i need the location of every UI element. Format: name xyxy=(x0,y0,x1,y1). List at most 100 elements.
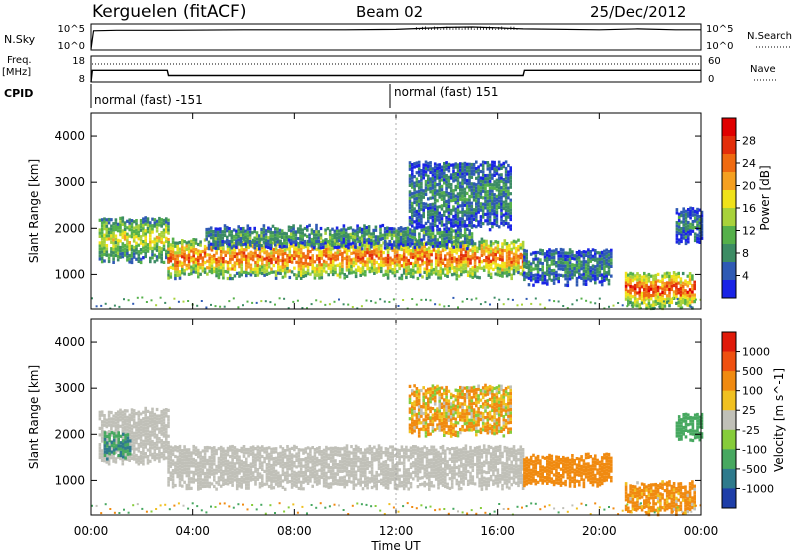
echo-cell xyxy=(283,461,287,466)
echo-cell xyxy=(587,277,590,281)
echo-cell xyxy=(497,186,501,190)
echo-cell xyxy=(274,243,277,247)
echo-cell xyxy=(452,192,455,196)
echo-cell xyxy=(261,477,264,481)
echo-cell xyxy=(431,170,435,174)
echo-cell xyxy=(256,267,260,271)
echo-cell xyxy=(427,241,430,246)
echo-cell xyxy=(256,257,260,261)
echo-cell xyxy=(386,270,390,274)
echo-cell xyxy=(472,224,476,228)
echo-cell xyxy=(194,251,198,255)
echo-cell xyxy=(142,423,145,427)
echo-cell xyxy=(254,273,257,277)
echo-cell xyxy=(322,269,326,273)
echo-cell xyxy=(132,245,136,250)
echo-cell xyxy=(205,231,208,235)
echo-cell xyxy=(135,235,138,239)
echo-cell xyxy=(222,266,225,270)
echo-cell xyxy=(228,227,231,231)
echo-cell xyxy=(546,282,549,286)
echo-cell xyxy=(100,426,104,430)
echo-cell xyxy=(324,228,327,232)
echo-cell xyxy=(228,243,231,247)
echo-cell xyxy=(110,218,113,222)
echo-cell xyxy=(132,431,136,435)
echo-cell xyxy=(598,254,602,258)
echo-cell xyxy=(445,206,448,210)
echo-cell xyxy=(484,199,487,203)
echo-cell xyxy=(265,269,269,273)
echo-cell xyxy=(360,234,364,238)
echo-cell xyxy=(258,239,262,243)
echo-cell xyxy=(424,183,428,187)
echo-cell xyxy=(575,276,579,281)
echo-cell xyxy=(160,253,163,257)
echo-cell xyxy=(421,262,424,266)
echo-cell xyxy=(536,267,540,271)
echo-cell xyxy=(162,434,166,438)
echo-cell xyxy=(691,226,695,230)
echo-cell xyxy=(365,238,369,243)
echo-cell xyxy=(155,420,159,425)
echo-cell xyxy=(414,251,417,255)
echo-speckle xyxy=(118,305,121,308)
echo-cell xyxy=(283,465,287,469)
echo-cell xyxy=(123,409,127,413)
echo-cell xyxy=(541,274,544,279)
echo-cell xyxy=(229,241,232,245)
echo-cell xyxy=(274,463,278,467)
echo-cell xyxy=(391,261,394,265)
echo-cell xyxy=(206,449,209,453)
echo-cell xyxy=(162,241,166,245)
echo-cell xyxy=(375,251,378,255)
echo-cell xyxy=(153,419,157,423)
echo-cell xyxy=(293,247,296,251)
echo-cell xyxy=(454,210,458,214)
echo-cell xyxy=(335,245,339,250)
echo-cell xyxy=(344,228,348,232)
echo-cell xyxy=(633,283,637,288)
echo-cell xyxy=(360,237,364,241)
echo-cell xyxy=(264,242,268,246)
echo-cell xyxy=(261,258,264,263)
echo-cell xyxy=(663,291,667,295)
echo-cell xyxy=(214,233,218,237)
echo-cell xyxy=(217,463,221,467)
echo-cell xyxy=(460,247,463,251)
echo-cell xyxy=(114,253,118,258)
echo-cell xyxy=(219,259,223,263)
echo-cell xyxy=(505,242,509,246)
echo-cell xyxy=(374,238,378,242)
echo-cell xyxy=(100,452,104,456)
echo-cell xyxy=(153,429,157,433)
echo-cell xyxy=(463,165,467,169)
echo-cell xyxy=(470,169,474,173)
echo-cell xyxy=(206,484,209,488)
echo-cell xyxy=(555,270,558,274)
echo-cell xyxy=(165,252,168,256)
echo-cell xyxy=(261,249,264,253)
echo-cell xyxy=(377,266,381,270)
echo-cell xyxy=(112,260,115,264)
echo-cell xyxy=(144,245,147,249)
echo-cell xyxy=(190,464,193,468)
echo-cell xyxy=(406,229,410,233)
echo-cell xyxy=(475,209,478,213)
echo-cell xyxy=(479,169,483,174)
echo-cell xyxy=(272,257,276,261)
echo-cell xyxy=(258,462,262,466)
echo-cell xyxy=(151,446,154,450)
echo-cell xyxy=(158,220,161,224)
echo-cell xyxy=(407,246,410,250)
echo-cell xyxy=(377,247,381,251)
echo-cell xyxy=(564,264,567,268)
echo-cell xyxy=(447,211,451,215)
echo-cell xyxy=(351,238,355,242)
echo-cell xyxy=(386,236,389,240)
echo-cell xyxy=(349,242,353,246)
echo-cell xyxy=(433,191,437,195)
echo-cell xyxy=(149,453,152,457)
echo-cell xyxy=(251,461,255,465)
echo-cell xyxy=(629,291,632,295)
